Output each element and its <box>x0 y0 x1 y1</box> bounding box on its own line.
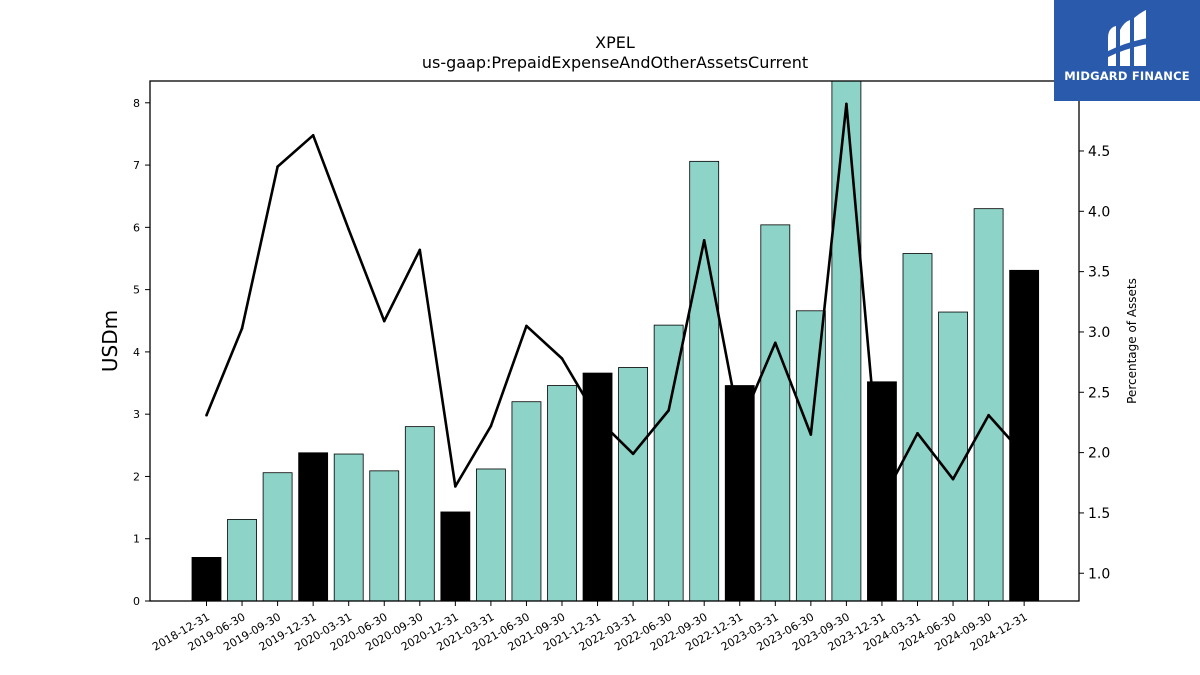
bar-2024-06-30 <box>938 311 968 602</box>
y2-tick-label: 4.5 <box>1088 144 1110 160</box>
y-tick-label: 8 <box>133 97 140 110</box>
bar-2019-09-30 <box>262 472 293 602</box>
line-point-2021-12-31 <box>596 417 599 421</box>
bar-2021-12-31 <box>582 372 613 602</box>
line-point-2023-06-30 <box>809 433 813 436</box>
line-point-2024-09-30 <box>987 413 990 417</box>
bars-group <box>191 80 1040 602</box>
line-point-2021-03-31 <box>489 424 493 428</box>
line-point-2020-09-30 <box>418 248 422 252</box>
bar-2022-12-31 <box>724 385 755 602</box>
y-tick-label: 3 <box>133 408 140 421</box>
bar-2023-03-31 <box>760 224 791 602</box>
line-group <box>205 102 1026 503</box>
bar-2021-09-30 <box>547 385 577 602</box>
plot-frame <box>149 80 1080 602</box>
y2-tick-label: 1.5 <box>1088 506 1110 522</box>
line-point-2023-03-31 <box>774 341 777 345</box>
y2-axis-ticks: 1.0 1.5 2.0 2.5 3.0 3.5 4.0 4.5 <box>1079 144 1110 582</box>
bar-2020-09-30 <box>404 426 435 602</box>
y2-tick-label: 2.5 <box>1088 385 1110 401</box>
bar-2024-03-31 <box>902 253 933 602</box>
y2-axis-label: Percentage of Assets <box>1125 278 1139 404</box>
bar-2020-03-31 <box>333 453 364 602</box>
bar-2024-09-30 <box>973 208 1004 602</box>
line-point-2020-12-31 <box>454 485 457 488</box>
percentage-line <box>205 102 1026 503</box>
y2-tick-label: 3.0 <box>1088 325 1110 341</box>
line-point-2024-12-31 <box>1022 453 1026 457</box>
y-tick-label: 0 <box>133 595 140 608</box>
logo-mark-icon <box>1106 10 1148 66</box>
bar-2023-09-30 <box>831 80 862 602</box>
brand-logo: MIDGARD FINANCE <box>1054 0 1200 101</box>
line-point-2021-06-30 <box>525 324 528 328</box>
bar-2019-12-31 <box>298 452 329 602</box>
bar-2019-06-30 <box>227 519 257 602</box>
bar-2021-03-31 <box>475 468 506 602</box>
bar-2018-12-31 <box>191 557 222 602</box>
line-point-2019-09-30 <box>276 165 279 168</box>
chart-subtitle: us-gaap:PrepaidExpenseAndOtherAssetsCurr… <box>422 53 808 72</box>
x-axis-ticks: 2018-12-312019-06-302019-09-302019-12-31… <box>150 601 1030 654</box>
bar-2022-03-31 <box>618 367 648 602</box>
bar-2022-09-30 <box>689 160 720 602</box>
line-point-2024-03-31 <box>916 431 919 435</box>
bar-2023-06-30 <box>795 310 826 602</box>
bar-2020-12-31 <box>440 511 471 602</box>
line-point-2023-12-31 <box>880 499 884 503</box>
bar-2024-12-31 <box>1009 269 1040 602</box>
y-tick-label: 2 <box>133 470 140 483</box>
y2-tick-label: 3.5 <box>1088 265 1110 281</box>
logo-text: MIDGARD FINANCE <box>1064 69 1190 83</box>
line-point-2024-06-30 <box>951 477 955 481</box>
line-point-2019-12-31 <box>311 133 315 137</box>
y-tick-label: 7 <box>133 159 140 172</box>
y-tick-label: 5 <box>133 284 140 297</box>
line-point-2022-03-31 <box>631 452 635 456</box>
y2-tick-label: 4.0 <box>1088 204 1110 220</box>
y2-tick-label: 1.0 <box>1088 566 1110 582</box>
bar-2020-06-30 <box>369 470 400 602</box>
line-point-2022-06-30 <box>667 409 670 412</box>
chart-title: XPEL <box>595 33 635 52</box>
bar-2022-06-30 <box>653 324 684 602</box>
y2-tick-label: 2.0 <box>1088 446 1110 462</box>
line-point-2023-09-30 <box>845 102 848 106</box>
y-tick-label: 1 <box>133 533 140 546</box>
bar-2021-06-30 <box>511 401 542 602</box>
line-point-2020-06-30 <box>382 319 386 323</box>
y-tick-label: 6 <box>133 221 140 234</box>
line-point-2022-12-31 <box>738 424 742 428</box>
line-point-2018-12-31 <box>205 413 208 417</box>
y-axis-label: USDm <box>98 310 122 372</box>
y-tick-label: 4 <box>133 346 140 359</box>
line-point-2022-09-30 <box>702 238 706 242</box>
line-point-2021-09-30 <box>560 357 564 360</box>
line-point-2019-06-30 <box>240 327 244 330</box>
line-point-2020-03-31 <box>347 228 351 231</box>
y-axis-ticks: 0 1 2 3 4 5 6 7 8 <box>133 97 150 608</box>
